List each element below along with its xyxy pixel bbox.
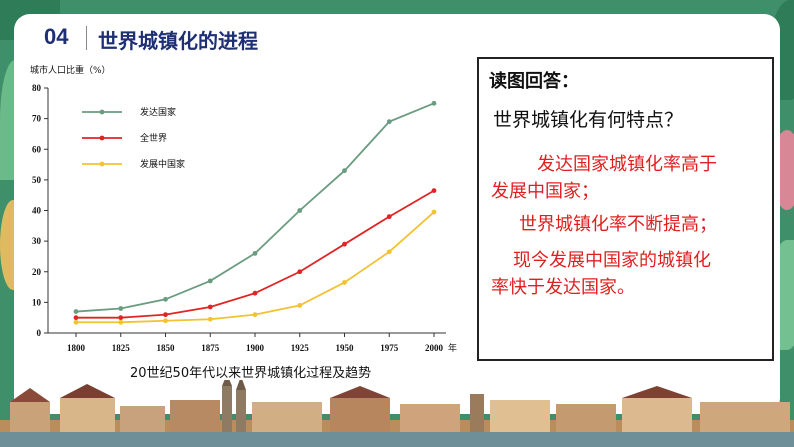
urbanization-chart: 城市人口比重（%） 0 10 20 30 40 50 60 70 80 1800 1825 1850 18…: [24, 60, 476, 382]
data-point: [386, 214, 392, 220]
chart-svg: 城市人口比重（%） 0 10 20 30 40 50 60 70 80 1800 1825 1850 18…: [30, 64, 457, 354]
answer-box: 读图回答： 世界城镇化有何特点？ 发达国家城镇化率高于 发展中国家； 世界城镇化…: [477, 57, 774, 361]
data-point: [431, 209, 437, 215]
data-point: [207, 278, 213, 284]
series-line-1: [75, 102, 435, 313]
y-tick-label: 50: [32, 175, 42, 185]
y-tick-label: 60: [32, 144, 42, 154]
x-tick-label: 1875: [201, 343, 220, 353]
qa-question: 世界城镇化有何特点？: [493, 109, 684, 131]
y-tick-label: 70: [32, 114, 42, 124]
data-point: [207, 316, 213, 322]
x-tick-label: 2000: [425, 343, 444, 353]
y-tick-label: 20: [32, 267, 42, 277]
qa-answer-1-line-2: 发展中国家；: [491, 181, 599, 202]
data-point: [118, 319, 124, 325]
data-point: [73, 309, 79, 314]
legend-label: 发达国家: [140, 106, 176, 118]
y-tick-label: 30: [32, 236, 42, 246]
data-point: [297, 269, 303, 275]
data-point: [431, 188, 437, 193]
data-point: [73, 315, 79, 321]
data-point: [252, 312, 258, 318]
x-tick-label: 1925: [291, 343, 310, 353]
qa-answer-2: 世界城镇化率不断提高；: [519, 214, 717, 235]
y-tick-label: 40: [32, 206, 42, 216]
legend-label: 发展中国家: [140, 158, 185, 170]
data-point: [431, 100, 437, 106]
data-point: [73, 319, 79, 325]
data-point: [207, 304, 213, 310]
data-point: [386, 249, 392, 255]
legend-marker: [99, 135, 105, 141]
y-tick-label: 80: [32, 83, 42, 93]
data-point: [118, 306, 124, 311]
x-tick-label: 1800: [67, 343, 86, 353]
data-point: [386, 119, 392, 125]
x-tick-label: 1850: [157, 343, 176, 353]
data-point: [163, 318, 168, 324]
data-point: [342, 241, 347, 247]
y-tick-label: 0: [37, 328, 42, 338]
section-number: 04: [44, 24, 69, 49]
y-tick-label: 10: [32, 297, 42, 307]
x-tick-label: 1950: [336, 343, 355, 353]
data-point: [342, 280, 347, 285]
qa-heading: 读图回答：: [489, 71, 579, 92]
qa-answer-1-line-1: 发达国家城镇化率高于: [537, 154, 717, 175]
data-point: [118, 315, 124, 321]
y-axis-label: 城市人口比重（%）: [30, 64, 111, 76]
chart-caption: 20世纪50年代以来世界城镇化过程及趋势: [130, 366, 372, 381]
x-axis-unit: 年: [448, 342, 457, 354]
town-skyline-illustration: [0, 380, 794, 447]
qa-answer-3-line-2: 率快于发达国家。: [491, 277, 635, 298]
data-point: [342, 168, 347, 174]
title-divider: [86, 26, 87, 50]
data-point: [252, 250, 258, 256]
data-point: [297, 303, 303, 308]
x-tick-label: 1825: [112, 343, 131, 353]
qa-answer-3-line-1: 现今发展中国家的城镇化: [513, 250, 711, 271]
legend-label: 全世界: [140, 132, 167, 144]
data-point: [297, 208, 303, 213]
legend-marker: [99, 161, 105, 167]
x-tick-label: 1900: [246, 343, 265, 353]
page-title: 世界城镇化的进程: [98, 29, 258, 53]
data-point: [163, 296, 168, 302]
legend-marker: [99, 109, 105, 115]
x-tick-label: 1975: [380, 343, 399, 353]
data-point: [163, 312, 168, 318]
data-point: [252, 290, 258, 296]
